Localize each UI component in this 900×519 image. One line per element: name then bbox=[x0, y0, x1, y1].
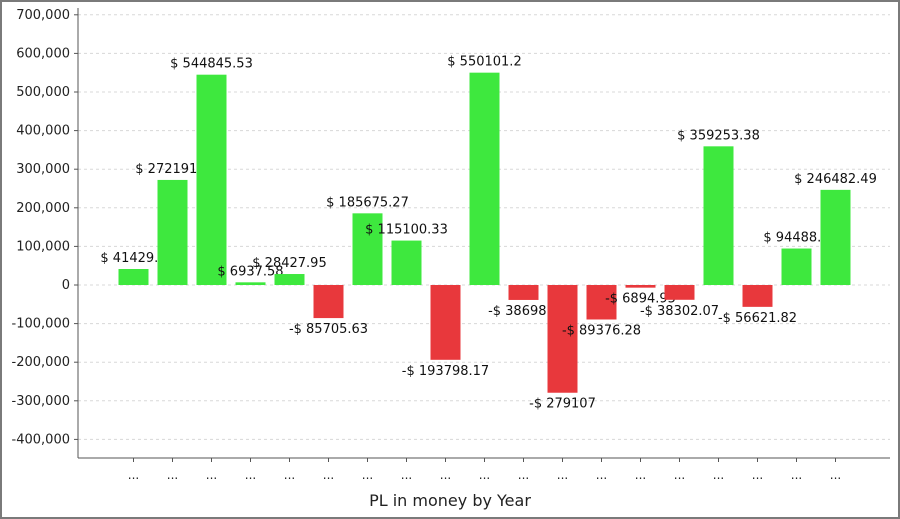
data-label: -$ 38302.07 bbox=[640, 304, 719, 319]
bar[interactable] bbox=[742, 285, 773, 307]
bar[interactable] bbox=[820, 189, 851, 285]
data-label: -$ 89376.28 bbox=[562, 323, 641, 338]
x-tick-label: ... bbox=[479, 468, 490, 482]
y-tick-label: 300,000 bbox=[16, 162, 70, 177]
data-label: $ 185675.27 bbox=[326, 195, 409, 210]
x-tick-label: ... bbox=[362, 468, 373, 482]
data-label: -$ 279107 bbox=[529, 397, 596, 412]
bar[interactable] bbox=[391, 240, 422, 285]
data-label: -$ 56621.82 bbox=[718, 311, 797, 326]
x-tick-label: ... bbox=[206, 468, 217, 482]
y-tick-label: 400,000 bbox=[16, 124, 70, 139]
data-label: $ 359253.38 bbox=[677, 128, 760, 143]
y-tick-label: 500,000 bbox=[16, 85, 70, 100]
data-label: -$ 193798.17 bbox=[402, 364, 489, 379]
y-tick-label: -200,000 bbox=[12, 355, 70, 370]
data-label: -$ 85705.63 bbox=[289, 322, 368, 337]
y-tick-label: 0 bbox=[62, 278, 70, 293]
x-tick-label: ... bbox=[596, 468, 607, 482]
x-tick-label: ... bbox=[401, 468, 412, 482]
data-label: $ 41429.3 bbox=[100, 251, 166, 266]
data-label: $ 544845.53 bbox=[170, 57, 253, 72]
data-label: -$ 6894.95 bbox=[605, 292, 676, 307]
y-tick-label: -100,000 bbox=[12, 317, 70, 332]
x-tick-label: ... bbox=[830, 468, 841, 482]
data-label: $ 6937.58 bbox=[217, 264, 283, 279]
bar[interactable] bbox=[586, 285, 617, 320]
bar[interactable] bbox=[118, 269, 149, 285]
bar[interactable] bbox=[664, 285, 695, 300]
x-tick-label: ... bbox=[440, 468, 451, 482]
bar[interactable] bbox=[508, 285, 539, 300]
x-tick-label: ... bbox=[284, 468, 295, 482]
x-tick-label: ... bbox=[128, 468, 139, 482]
x-tick-label: ... bbox=[557, 468, 568, 482]
x-tick-label: ... bbox=[323, 468, 334, 482]
data-label: -$ 38698.5 bbox=[488, 304, 559, 319]
bar[interactable] bbox=[352, 213, 383, 285]
x-tick-label: ... bbox=[674, 468, 685, 482]
bar[interactable] bbox=[625, 285, 656, 288]
bar[interactable] bbox=[469, 72, 500, 285]
data-label: $ 272191.7 bbox=[135, 162, 209, 177]
y-tick-label: -400,000 bbox=[12, 432, 70, 447]
x-axis-title: PL in money by Year bbox=[369, 491, 531, 510]
bar[interactable] bbox=[235, 282, 266, 285]
bar[interactable] bbox=[157, 179, 188, 285]
data-label: $ 246482.49 bbox=[794, 172, 877, 187]
bar[interactable] bbox=[703, 146, 734, 285]
data-label: $ 28427.95 bbox=[252, 256, 326, 271]
y-tick-label: 600,000 bbox=[16, 46, 70, 61]
bar[interactable] bbox=[781, 248, 812, 285]
data-label: $ 94488.2 bbox=[763, 231, 829, 246]
data-label: $ 550101.2 bbox=[447, 55, 521, 70]
x-tick-label: ... bbox=[518, 468, 529, 482]
data-label: $ 115100.33 bbox=[365, 223, 448, 238]
x-tick-label: ... bbox=[245, 468, 256, 482]
bar[interactable] bbox=[196, 74, 227, 285]
x-tick-label: ... bbox=[713, 468, 724, 482]
bar[interactable] bbox=[430, 285, 461, 360]
y-tick-label: 100,000 bbox=[16, 239, 70, 254]
x-tick-label: ... bbox=[752, 468, 763, 482]
y-tick-label: 700,000 bbox=[16, 8, 70, 23]
bar[interactable] bbox=[547, 285, 578, 393]
x-tick-label: ... bbox=[635, 468, 646, 482]
x-tick-label: ... bbox=[167, 468, 178, 482]
bar[interactable] bbox=[313, 285, 344, 319]
y-tick-label: -300,000 bbox=[12, 394, 70, 409]
y-tick-label: 200,000 bbox=[16, 201, 70, 216]
x-tick-label: ... bbox=[791, 468, 802, 482]
bar[interactable] bbox=[274, 274, 305, 285]
